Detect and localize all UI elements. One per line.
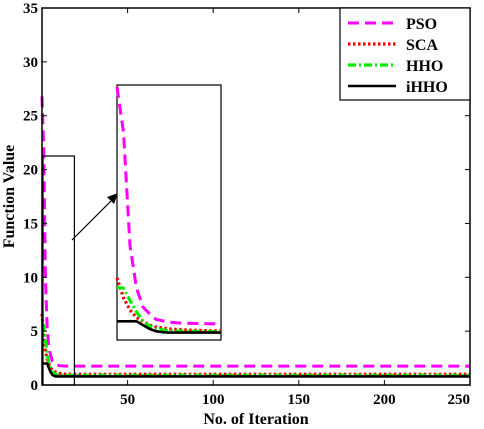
x-tick-label: 200 [373,392,396,408]
series-line-hho [41,323,470,377]
zoom-arrowhead [107,193,118,204]
legend-items: PSO SCA HHO iHHO [348,16,448,96]
plot-frame [41,7,471,386]
zoom-region-box [42,155,75,386]
legend-label-sca: SCA [406,37,438,54]
y-axis-label: Function Value [1,145,18,249]
y-tick-label: 15 [23,216,38,232]
x-tick-label: 100 [202,392,225,408]
x-tick-label: 150 [288,392,311,408]
inset-plot [115,84,222,341]
inset-line-ihho [117,319,221,334]
y-tick-label: 5 [31,324,39,340]
legend-label-ihho: iHHO [406,79,448,96]
legend-label-pso: PSO [406,16,437,33]
x-tick-label: 50 [120,392,135,408]
y-tick-label: 0 [31,378,39,394]
legend-box [339,7,471,101]
legend: PSO SCA HHO iHHO [339,7,471,101]
series-layer [40,96,470,378]
y-tick-label: 30 [23,55,38,71]
y-tick-label: 35 [23,1,38,17]
inset-line-pso [115,86,221,326]
zoom-arrow [71,198,114,241]
y-tick-label: 10 [23,270,38,286]
y-tick-label: 25 [23,109,38,125]
ticks-layer: 0 5 10 15 20 25 30 35 50 100 150 200 250 [23,1,471,408]
inset-line-hho [116,285,221,334]
legend-label-hho: HHO [406,58,443,75]
inset-frame [116,84,222,341]
inset-line-sca [115,277,221,333]
inset-series-layer [115,86,221,334]
series-line-ihho [42,362,470,378]
series-line-pso [40,96,470,368]
x-axis-label: No. of Iteration [203,411,308,428]
x-tick-label: 250 [448,392,471,408]
y-tick-label: 20 [23,163,38,179]
